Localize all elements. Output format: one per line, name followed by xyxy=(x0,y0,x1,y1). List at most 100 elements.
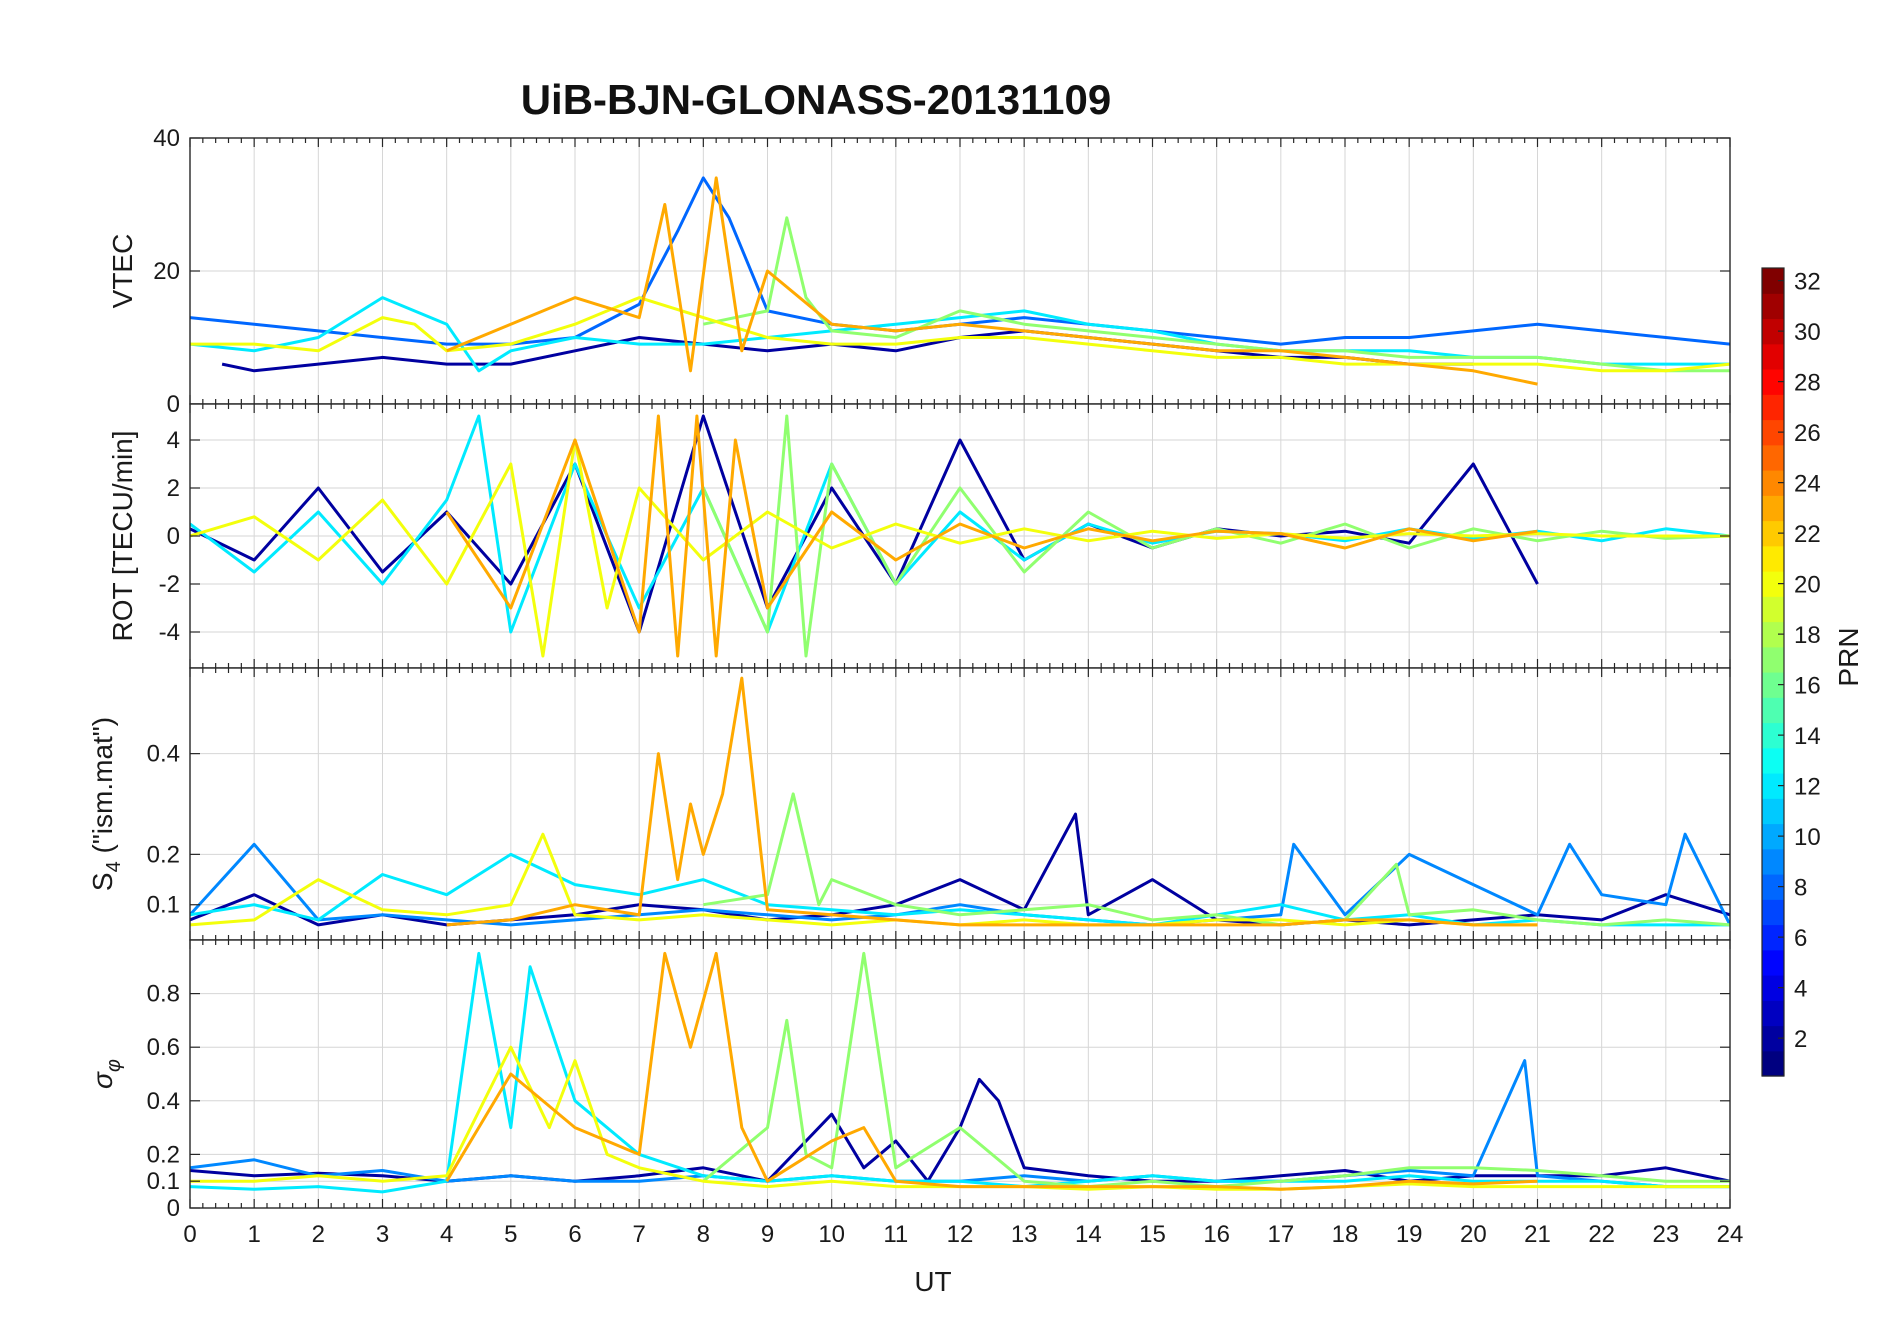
series-line-prn-23 xyxy=(445,414,1538,658)
colorbar-tick-label: 20 xyxy=(1794,572,1821,599)
colorbar-tick-label: 8 xyxy=(1794,875,1807,902)
x-tick-label: 12 xyxy=(947,1221,974,1248)
y-tick-label: -4 xyxy=(159,619,180,646)
x-tick-label: 0 xyxy=(183,1221,196,1248)
series-group xyxy=(190,676,1730,927)
colorbar-tick-label: 10 xyxy=(1794,824,1821,851)
colorbar-segment xyxy=(1762,646,1784,673)
colorbar-segment xyxy=(1762,369,1784,395)
chart-title: UiB-BJN-GLONASS-20131109 xyxy=(521,76,1112,123)
colorbar-segment xyxy=(1762,773,1784,799)
y-tick-label: 40 xyxy=(153,125,180,152)
y-axis-label: σφ xyxy=(87,1059,125,1089)
colorbar-segment xyxy=(1762,621,1784,648)
colorbar-tick-label: 16 xyxy=(1794,673,1821,700)
x-tick-label: 7 xyxy=(632,1221,645,1248)
series-group xyxy=(190,951,1730,1194)
y-tick-label: 0.2 xyxy=(147,841,180,868)
panel-rot: -4 -2 0 2 4 ROT [TECU/min] xyxy=(107,403,1731,669)
colorbar-segment xyxy=(1762,672,1784,698)
colorbar-tick-label: 6 xyxy=(1794,925,1807,952)
colorbar-segment xyxy=(1762,495,1784,522)
y-tick-label: 0.8 xyxy=(147,981,180,1008)
y-tick-label: -2 xyxy=(159,571,180,598)
panel-s4: 0.1 0.2 0.4 S4 ("ism.mat") xyxy=(87,667,1731,941)
y-tick-label: 0.2 xyxy=(147,1141,180,1168)
y-tick-label: 0.1 xyxy=(147,1168,180,1195)
y-tick-label: 0 xyxy=(167,523,180,550)
colorbar-segment xyxy=(1762,293,1784,320)
x-tick-label: 14 xyxy=(1075,1221,1102,1248)
y-axis-label: ROT [TECU/min] xyxy=(107,430,138,641)
y-tick-label: 20 xyxy=(153,258,180,285)
colorbar-segment xyxy=(1762,419,1784,446)
colorbar-segment xyxy=(1762,571,1784,597)
x-tick-label: 15 xyxy=(1139,1221,1166,1248)
colorbar-tick-label: 30 xyxy=(1794,319,1821,346)
x-tick-label: 18 xyxy=(1332,1221,1359,1248)
x-tick-label: 8 xyxy=(697,1221,710,1248)
colorbar-segment xyxy=(1762,899,1784,926)
series-line-prn-17 xyxy=(701,414,1730,658)
series-group xyxy=(190,176,1730,386)
colorbar-segment xyxy=(1762,545,1784,572)
colorbar-tick-label: 14 xyxy=(1794,723,1821,750)
x-tick-label: 11 xyxy=(883,1221,908,1248)
y-tick-label: 0.1 xyxy=(147,892,180,919)
series-group xyxy=(190,414,1730,658)
colorbar-tick-label: 2 xyxy=(1794,1026,1807,1053)
x-tick-label: 2 xyxy=(312,1221,325,1248)
colorbar-segment xyxy=(1762,1050,1784,1077)
colorbar-tick-label: 22 xyxy=(1794,521,1821,548)
series-line-prn-20 xyxy=(190,1045,1730,1191)
colorbar-segment xyxy=(1762,343,1784,370)
colorbar-label: PRN xyxy=(1833,627,1864,686)
colorbar-segment xyxy=(1762,520,1784,547)
y-tick-label: 0 xyxy=(167,391,180,418)
series-line-prn-20 xyxy=(190,296,1730,373)
colorbar-segment xyxy=(1762,596,1784,623)
y-tick-label: 0 xyxy=(167,1195,180,1222)
colorbar-segment xyxy=(1762,874,1784,900)
series-line-prn-9 xyxy=(190,1059,1730,1189)
colorbar-segment xyxy=(1762,444,1784,471)
colorbar-segment xyxy=(1762,318,1784,345)
x-tick-label: 21 xyxy=(1524,1221,1551,1248)
x-tick-label: 17 xyxy=(1267,1221,1294,1248)
colorbar-segment xyxy=(1762,394,1784,421)
x-axis-label: UT xyxy=(914,1266,951,1297)
x-tick-label: 24 xyxy=(1717,1221,1744,1248)
colorbar-tick-label: 4 xyxy=(1794,976,1807,1003)
colorbar-segment xyxy=(1762,823,1784,850)
y-axis-label: S4 ("ism.mat") xyxy=(87,717,125,891)
x-tick-label: 1 xyxy=(247,1221,260,1248)
colorbar-segment xyxy=(1762,722,1784,749)
panel-vtec: 0 20 40 VTEC xyxy=(107,125,1731,418)
colorbar-segment xyxy=(1762,924,1784,951)
colorbar-segment xyxy=(1762,949,1784,976)
colorbar-segment xyxy=(1762,697,1784,724)
colorbar-segment xyxy=(1762,1000,1784,1027)
colorbar-segment xyxy=(1762,975,1784,1001)
colorbar-segment xyxy=(1762,1025,1784,1052)
x-tick-label: 4 xyxy=(440,1221,453,1248)
colorbar-segment xyxy=(1762,747,1784,774)
x-tick-label: 9 xyxy=(761,1221,774,1248)
series-line-prn-20 xyxy=(190,832,1538,927)
colorbar-tick-label: 12 xyxy=(1794,774,1821,801)
x-tick-label: 16 xyxy=(1203,1221,1230,1248)
x-tick-label: 23 xyxy=(1652,1221,1679,1248)
x-tick-label: 6 xyxy=(568,1221,581,1248)
series-line-prn-17 xyxy=(702,216,1730,373)
series-line-prn-17 xyxy=(702,951,1730,1189)
x-tick-label: 20 xyxy=(1460,1221,1487,1248)
x-tick-label: 5 xyxy=(504,1221,517,1248)
y-tick-label: 4 xyxy=(167,427,180,454)
x-tick-label: 22 xyxy=(1588,1221,1615,1248)
colorbar-tick-label: 26 xyxy=(1794,420,1821,447)
